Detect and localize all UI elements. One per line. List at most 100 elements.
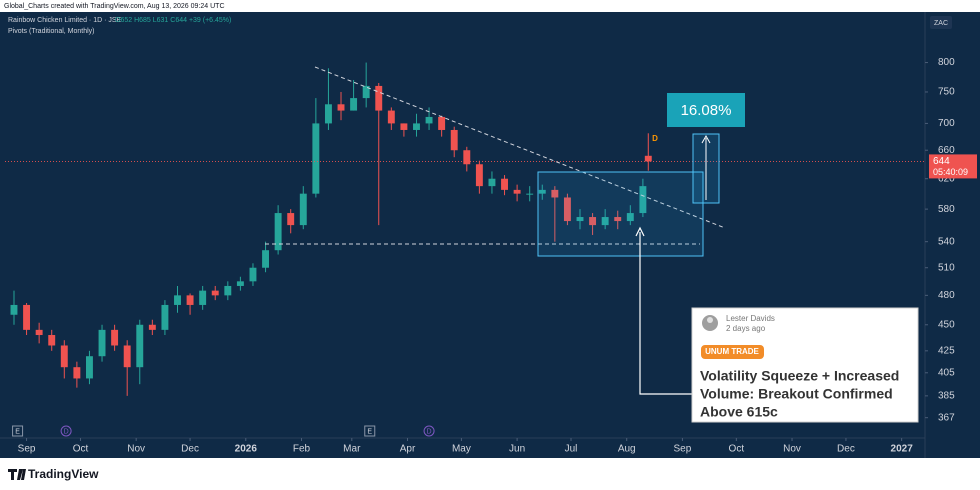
y-tick-label: 800 (938, 57, 955, 68)
trend-line (314, 66, 726, 229)
candle-body (526, 193, 534, 195)
candle-body (236, 281, 244, 286)
candle-body (211, 290, 219, 296)
chart-title: Rainbow Chicken Limited · 1D · JSE (8, 17, 122, 24)
candle-body (186, 295, 194, 305)
candle-body (274, 213, 282, 251)
plot-area: 367 385 405 425 450 480 510 540 580 620 660 700 750 8… (5, 57, 977, 455)
candle-body (513, 189, 521, 194)
brand-logo (8, 469, 26, 480)
tag-pill (701, 345, 764, 359)
candle-body (463, 150, 471, 165)
y-tick-label: 480 (938, 290, 955, 301)
x-tick-label: Feb (293, 444, 311, 455)
candle-body (324, 104, 332, 124)
candle-body (85, 356, 93, 379)
y-tick-label: 405 (938, 367, 955, 378)
callout-arrow (639, 232, 692, 395)
event-label: D (64, 428, 69, 435)
measure-label-box (667, 93, 745, 127)
y-tick-label: 750 (938, 87, 955, 98)
x-tick-label: 2027 (891, 444, 914, 455)
post-time: 2 days ago (726, 324, 766, 333)
callout-arrowhead (635, 226, 645, 237)
candle-body (501, 178, 508, 190)
candle-body (174, 295, 181, 305)
x-tick-label: Apr (400, 444, 416, 455)
measure-arrowhead (701, 134, 711, 144)
y-tick-label: 540 (938, 236, 955, 247)
candle-body (644, 155, 652, 162)
candle-body (488, 178, 496, 187)
x-tick-label: Sep (18, 444, 36, 455)
x-tick-label: Sep (674, 444, 692, 455)
event-marker (60, 425, 72, 437)
headline: Volume: Breakout Confirmed (700, 386, 893, 402)
currency: ZAC (934, 20, 948, 27)
y-tick-label: 450 (938, 319, 955, 330)
candle-body (450, 129, 458, 151)
candle-body (576, 217, 584, 222)
x-tick-label: Aug (618, 444, 636, 455)
candle-body (413, 123, 420, 130)
y-tick-label: 620 (938, 173, 955, 184)
countdown: 05:40:09 (933, 167, 968, 177)
candle-body (375, 85, 383, 111)
candle-body (563, 197, 571, 222)
candle-body (538, 189, 546, 194)
currency-badge (930, 16, 952, 29)
event-label: E (15, 428, 20, 435)
candle-body (73, 367, 81, 379)
event-marker (12, 425, 24, 437)
dividend-marker: D (652, 134, 658, 143)
last-price-box (929, 154, 977, 179)
candle-body (400, 123, 408, 130)
candle-body (438, 116, 446, 130)
candle-body (98, 329, 106, 357)
y-tick-label: 425 (938, 345, 955, 356)
candle-body (148, 324, 156, 330)
headline: Above 615c (700, 404, 778, 420)
candle-body (199, 290, 207, 305)
idea-card[interactable] (691, 307, 919, 423)
candle-body (35, 329, 43, 336)
candle-body (249, 267, 257, 282)
brand: TradingView (28, 467, 99, 481)
candle-body (60, 345, 68, 368)
last-price: 644 (933, 156, 950, 167)
candle-body (312, 123, 320, 194)
event-marker (364, 425, 376, 437)
x-tick-label: Dec (837, 444, 855, 455)
candle-body (337, 104, 345, 111)
x-tick-label: Mar (343, 444, 361, 455)
event-marker (423, 425, 435, 437)
x-tick-label: Oct (73, 444, 89, 455)
candle-body (589, 217, 597, 226)
candle-body (48, 335, 56, 346)
candle-body (224, 285, 232, 296)
event-label: D (427, 428, 432, 435)
y-tick-label: 660 (938, 145, 955, 156)
y-tick-label: 385 (938, 391, 955, 402)
avatar-head (707, 317, 713, 323)
tag: UNUM TRADE (705, 347, 759, 356)
x-tick-label: Jun (509, 444, 525, 455)
candle-body (299, 193, 307, 226)
x-tick-label: 2026 (235, 444, 258, 455)
candle-body (475, 164, 483, 187)
candle-body (161, 304, 169, 330)
y-tick-label: 580 (938, 204, 955, 215)
author: Lester Davids (726, 314, 775, 323)
x-tick-label: Nov (127, 444, 145, 455)
measure-label: 16.08% (681, 102, 732, 119)
y-tick-label: 367 (938, 412, 955, 423)
squeeze-box (537, 171, 704, 257)
candle-body (387, 110, 395, 124)
x-tick-label: Jul (565, 444, 578, 455)
x-tick-label: Dec (181, 444, 199, 455)
candle-body (123, 345, 131, 368)
x-tick-label: Nov (783, 444, 801, 455)
headline: Volatility Squeeze + Increased (700, 368, 899, 384)
x-tick-label: May (452, 444, 471, 455)
